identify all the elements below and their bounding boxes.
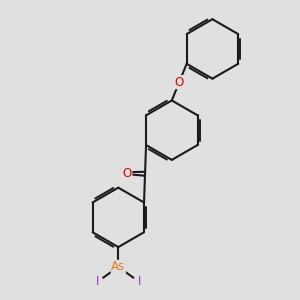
- Text: As: As: [111, 260, 125, 273]
- Text: I: I: [138, 275, 141, 288]
- Text: O: O: [123, 167, 132, 180]
- Text: I: I: [95, 275, 99, 288]
- Text: O: O: [175, 76, 184, 88]
